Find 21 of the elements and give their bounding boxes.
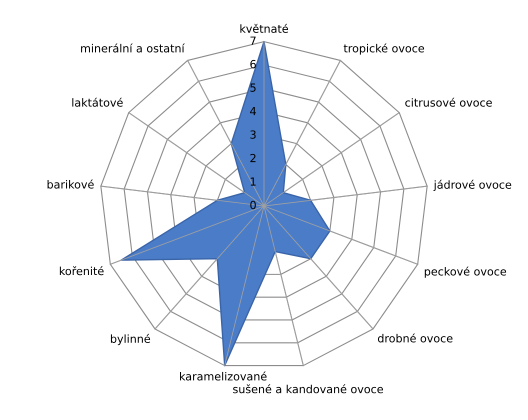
y-tick-label: 7 xyxy=(250,36,256,45)
spoke-label: karamelizované xyxy=(180,371,267,381)
spoke-label: tropické ovoce xyxy=(344,43,424,55)
y-tick-label: 0 xyxy=(250,200,256,210)
spoke-label: peckové ovoce xyxy=(424,266,506,278)
spoke-label: bylinné xyxy=(110,334,150,346)
spoke-label: laktátové xyxy=(72,98,123,107)
y-tick-label: 1 xyxy=(250,177,256,186)
spoke-label: jádrové ovoce xyxy=(433,180,512,191)
spoke-label: barikové xyxy=(48,180,94,189)
spoke-label: minerální a ostatní xyxy=(81,43,185,52)
y-tick-label: 2 xyxy=(250,154,256,162)
spoke-label: kořenité xyxy=(60,266,104,276)
y-tick-label: 6 xyxy=(250,60,256,68)
y-tick-label: 3 xyxy=(250,130,256,139)
y-tick-label: 4 xyxy=(250,107,256,116)
spoke-label: květnaté xyxy=(240,24,288,33)
spoke-label: sušené a kandované ovoce xyxy=(233,384,383,394)
spoke-label: drobné ovoce xyxy=(378,333,452,343)
y-tick-label: 5 xyxy=(250,84,256,92)
spoke-label: citrusové ovoce xyxy=(405,98,492,107)
